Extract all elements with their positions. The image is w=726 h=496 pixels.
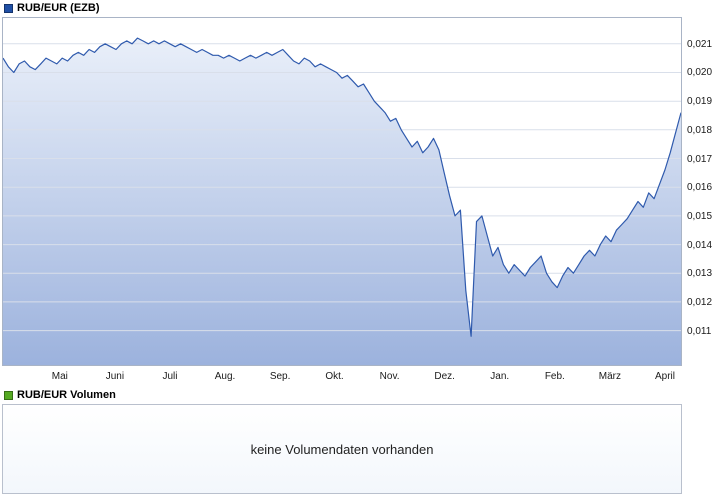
volume-panel: keine Volumendaten vorhanden xyxy=(2,404,682,494)
y-axis-label: 0,015 xyxy=(687,210,713,222)
y-axis-label: 0,014 xyxy=(687,239,713,251)
y-axis-label: 0,020 xyxy=(687,67,713,79)
x-axis-label: Jan. xyxy=(490,371,510,382)
volume-empty-message: keine Volumendaten vorhanden xyxy=(250,441,434,457)
x-axis-label: Sep. xyxy=(269,371,291,382)
x-axis-label: April xyxy=(654,371,676,382)
x-axis-label: Juli xyxy=(162,371,178,382)
x-axis-label: März xyxy=(598,371,622,382)
x-axis-label: Okt. xyxy=(325,371,344,382)
x-axis: Mai Juni Juli Aug. Sep. Okt. Nov. Dez. Jan. Feb. M… xyxy=(2,369,682,385)
y-axis-label: 0,016 xyxy=(687,182,713,194)
volume-legend: RUB/EUR Volumen xyxy=(4,390,116,401)
y-axis-label: 0,012 xyxy=(687,296,713,308)
price-legend: RUB/EUR (EZB) xyxy=(4,3,100,14)
x-axis-label: Dez. xyxy=(434,371,455,382)
volume-legend-swatch-icon xyxy=(4,391,13,400)
x-axis-label: Mai xyxy=(51,371,68,382)
y-axis-label: 0,021 xyxy=(687,38,713,50)
y-axis-label: 0,017 xyxy=(687,153,713,165)
volume-legend-label: RUB/EUR Volumen xyxy=(17,389,116,401)
price-legend-label: RUB/EUR (EZB) xyxy=(17,2,100,14)
price-legend-swatch-icon xyxy=(4,4,13,13)
x-axis-label: Juni xyxy=(105,371,125,382)
y-axis-label: 0,011 xyxy=(687,325,712,337)
price-chart-canvas xyxy=(3,37,681,365)
x-axis-label: Feb. xyxy=(544,371,565,382)
x-axis-label: Nov. xyxy=(379,371,400,382)
y-axis-label: 0,019 xyxy=(687,96,713,108)
price-chart xyxy=(2,17,682,366)
y-axis: 0,011 0,012 0,013 0,014 0,015 0,016 0,017 0,018… xyxy=(687,18,725,365)
y-axis-label: 0,018 xyxy=(687,124,713,136)
y-axis-label: 0,013 xyxy=(687,268,713,280)
x-axis-label: Aug. xyxy=(214,371,236,382)
